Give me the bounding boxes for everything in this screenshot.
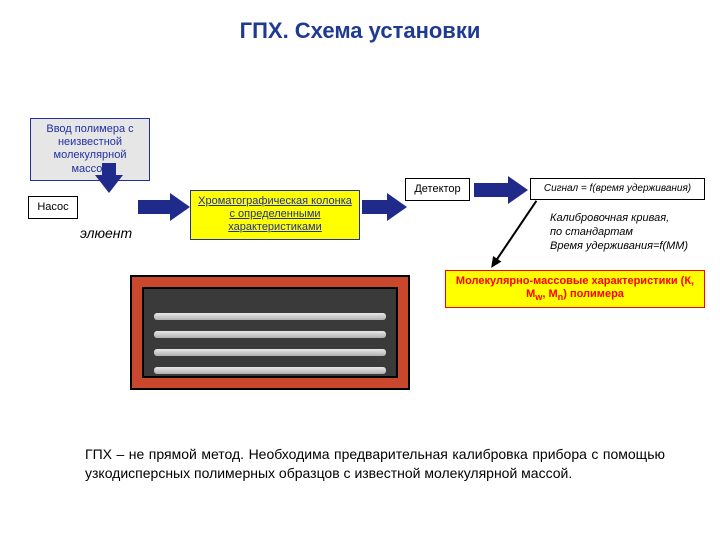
- bottom-text: ГПХ – не прямой метод. Необходима предва…: [85, 445, 665, 483]
- arrow-detector-signal: [474, 176, 528, 204]
- arrow-inject-down: [95, 163, 123, 193]
- page-title: ГПХ. Схема установки: [0, 18, 720, 44]
- arrow-pump-column: [138, 193, 190, 221]
- eluent-label: элюент: [80, 225, 132, 241]
- tube: [154, 349, 386, 356]
- box-pump: Насос: [28, 196, 78, 219]
- tube: [154, 313, 386, 320]
- column-photo: [130, 275, 410, 390]
- column-photo-inner: [142, 287, 398, 378]
- box-result: Молекулярно-массовые характеристики (К, …: [445, 270, 705, 308]
- tube: [154, 367, 386, 374]
- box-column: Хроматографическая колонкас определенным…: [190, 190, 360, 240]
- result-text-b: , M: [542, 288, 557, 300]
- arrow-column-detector: [362, 193, 407, 221]
- arrow-signal-result: [485, 200, 536, 275]
- box-detector: Детектор: [405, 178, 470, 201]
- result-text-c: ) полимера: [563, 288, 624, 300]
- tube: [154, 331, 386, 338]
- calib-text: Калибровочная кривая,по стандартамВремя …: [550, 212, 715, 253]
- box-inject: Ввод полимера с неизвестной молекулярной…: [30, 118, 150, 181]
- box-signal: Сигнал = f(время удерживания): [530, 178, 705, 200]
